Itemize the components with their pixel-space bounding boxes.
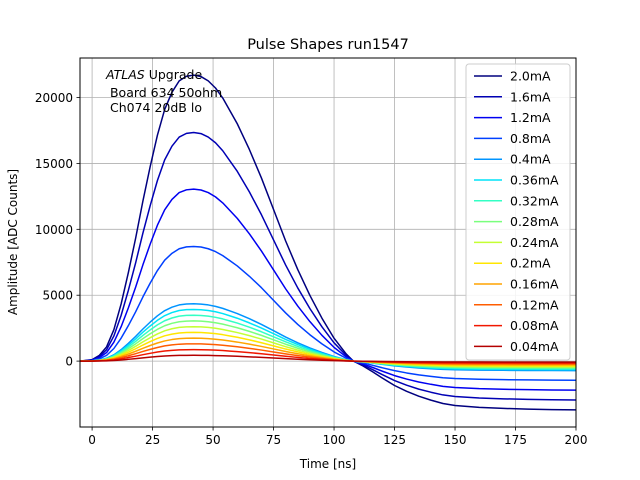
- series-line-1.2mA: [80, 188, 576, 391]
- x-axis-label: Time [ns]: [299, 457, 356, 471]
- x-tick-label: 200: [565, 433, 588, 447]
- y-tick-label: 10000: [35, 223, 73, 237]
- annotation-line-3: Ch074 20dB lo: [106, 100, 202, 115]
- y-axis-label: Amplitude [ADC Counts]: [6, 169, 20, 315]
- legend-label: 0.32mA: [510, 193, 559, 208]
- annotation-upgrade: Upgrade: [145, 67, 203, 82]
- series-line-0.8mA: [80, 245, 576, 381]
- annotation-line-1: ATLAS Upgrade: [105, 67, 202, 82]
- atlas-annotation: ATLAS Upgrade Board 634 50ohm Ch074 20dB…: [105, 67, 222, 115]
- x-tick-label: 25: [145, 433, 160, 447]
- legend-label: 2.0mA: [510, 69, 551, 84]
- plot-frame: [79, 57, 577, 428]
- series-line-0.2mA: [80, 331, 576, 367]
- series-line-2.0mA: [80, 74, 576, 411]
- legend-label: 0.04mA: [510, 339, 559, 354]
- legend-label: 1.6mA: [510, 89, 551, 104]
- x-tick-label: 0: [88, 433, 96, 447]
- series-line-1.6mA: [80, 131, 576, 401]
- x-tick-label: 50: [205, 433, 220, 447]
- legend-label: 0.4mA: [510, 152, 551, 167]
- x-tick-label: 125: [383, 433, 406, 447]
- x-tick-label: 100: [323, 433, 346, 447]
- y-tick-label: 0: [65, 355, 73, 369]
- legend-label: 0.16mA: [510, 277, 559, 292]
- legend-label: 0.24mA: [510, 235, 559, 250]
- series-lines: [80, 74, 576, 411]
- x-tick-label: 175: [504, 433, 527, 447]
- y-tick-label: 15000: [35, 157, 73, 171]
- legend-items: 2.0mA 1.6mA 1.2mA 0.8mA 0.4mA 0.36mA 0.32mA 0.2…: [474, 69, 559, 354]
- legend-label: 1.2mA: [510, 110, 551, 125]
- x-tick-label: 150: [444, 433, 467, 447]
- legend-box: [465, 63, 571, 361]
- legend-label: 0.08mA: [510, 318, 559, 333]
- chart-title: Pulse Shapes run1547: [247, 37, 409, 53]
- legend: 2.0mA 1.6mA 1.2mA 0.8mA 0.4mA 0.36mA 0.32mA 0.2…: [465, 63, 571, 361]
- series-line-0.04mA: [80, 354, 576, 363]
- y-tick-label: 5000: [42, 289, 73, 303]
- legend-label: 0.8mA: [510, 131, 551, 146]
- x-tick-label: 75: [266, 433, 281, 447]
- legend-label: 0.2mA: [510, 256, 551, 271]
- legend-label: 0.28mA: [510, 214, 559, 229]
- legend-label: 0.12mA: [510, 297, 559, 312]
- y-tick-label: 20000: [35, 91, 73, 105]
- annotation-atlas-italic: ATLAS: [105, 67, 145, 82]
- axis-ticks: 0 25 50 75 100 125 150 175 200 0 5000 10000 15000 200…: [35, 91, 588, 447]
- annotation-line-2: Board 634 50ohm: [106, 85, 222, 100]
- legend-label: 0.36mA: [510, 173, 559, 188]
